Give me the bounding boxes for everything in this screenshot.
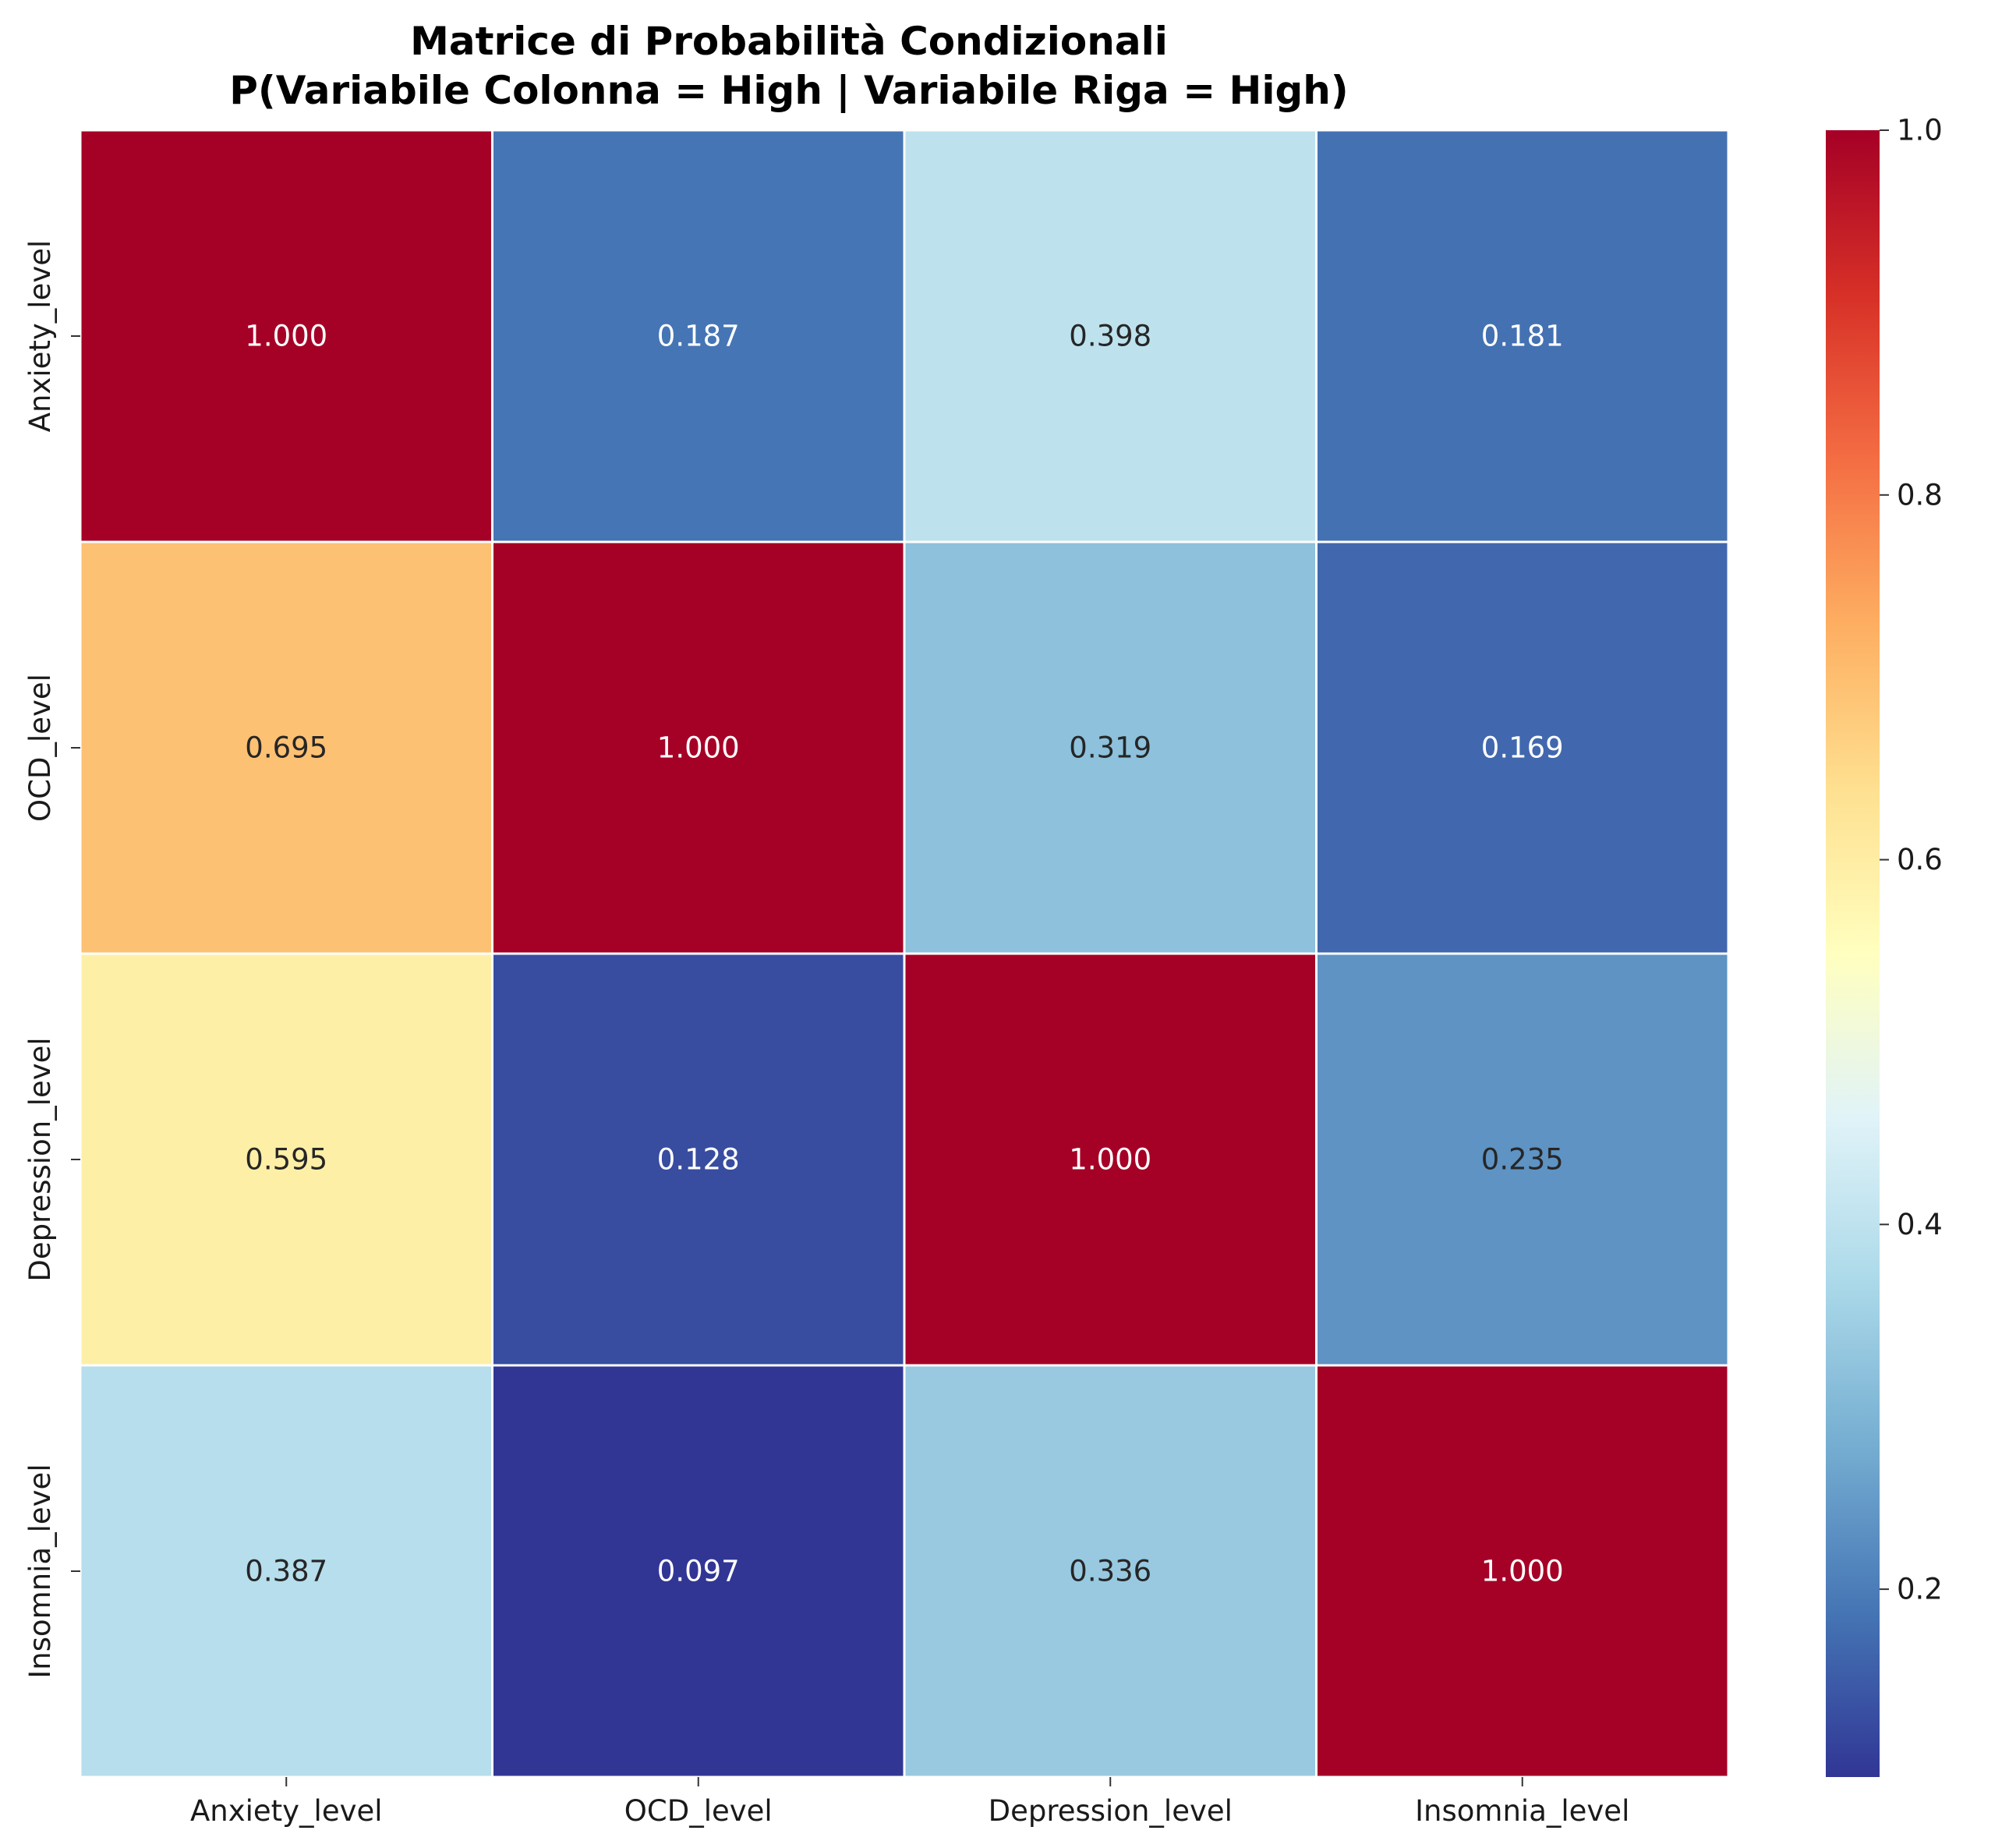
colorbar-tick-label: 0.4 [1897,1208,1943,1241]
heatmap-cell [491,129,906,543]
heatmap-cells: 1.000 0.187 0.398 0.181 0.695 1.000 0.319 0.169… [79,129,1730,1779]
x-tick-label: Depression_level [989,1794,1233,1828]
y-axis: Anxiety_level OCD_level Depression_level In… [23,240,80,1679]
heatmap-cell [1315,129,1730,543]
cell-value-label: 0.097 [657,1555,740,1588]
chart-subtitle: P(Variabile Colonna = High | Variabile R… [229,68,1348,113]
heatmap-cell [491,952,906,1367]
x-tick-label: Insomnia_level [1415,1794,1629,1828]
heatmap-cell [903,540,1318,955]
y-tick-label: OCD_level [23,674,57,822]
cell-value-label: 1.000 [1481,1555,1564,1588]
colorbar-tick-label: 0.8 [1897,478,1943,512]
cell-value-label: 0.387 [245,1555,327,1588]
colorbar-tick-label: 1.0 [1897,114,1943,147]
cell-value-label: 0.695 [245,731,327,765]
cell-value-label: 0.319 [1069,731,1151,765]
heatmap-cell [79,540,493,955]
cell-value-label: 0.181 [1481,320,1564,353]
heatmap-cell [903,129,1318,543]
y-tick-label: Insomnia_level [23,1464,57,1678]
cell-value-label: 1.000 [657,731,740,765]
y-tick-label: Depression_level [23,1037,57,1281]
heatmap-cell [491,1364,906,1779]
heatmap-cell [1315,540,1730,955]
heatmap-cell [1315,1364,1730,1779]
cell-value-label: 0.169 [1481,731,1564,765]
x-axis: Anxiety_level OCD_level Depression_level In… [190,1777,1629,1828]
x-tick-label: Anxiety_level [190,1794,383,1828]
colorbar-tick-label: 0.6 [1897,843,1943,876]
colorbar: 0.2 0.4 0.6 0.8 1.0 [1826,114,1943,1777]
heatmap-cell [903,1364,1318,1779]
cell-value-label: 0.128 [657,1143,740,1177]
heatmap-cell [491,540,906,955]
heatmap-cell [1315,952,1730,1367]
chart-title: Matrice di Probabilità Condizionali [410,19,1168,64]
cell-value-label: 0.336 [1069,1555,1151,1588]
x-tick-label: OCD_level [624,1794,773,1828]
cell-value-label: 0.398 [1069,320,1151,353]
heatmap-cell [79,1364,493,1779]
heatmap-cell [79,129,493,543]
cell-value-label: 1.000 [1069,1143,1151,1177]
cell-value-label: 0.235 [1481,1143,1564,1177]
colorbar-gradient [1826,130,1880,1777]
cell-value-label: 1.000 [245,320,327,353]
cell-value-label: 0.595 [245,1143,327,1177]
colorbar-tick-label: 0.2 [1897,1573,1943,1606]
y-tick-label: Anxiety_level [23,240,57,433]
cell-value-label: 0.187 [657,320,740,353]
